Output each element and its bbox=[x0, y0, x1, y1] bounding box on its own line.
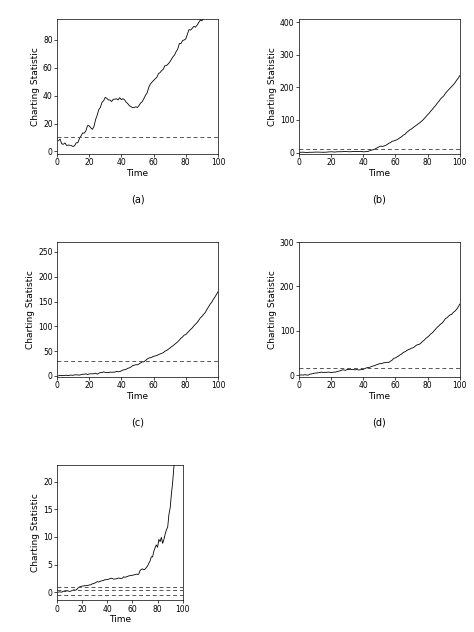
Y-axis label: Charting Statistic: Charting Statistic bbox=[31, 47, 40, 126]
X-axis label: Time: Time bbox=[368, 392, 390, 401]
X-axis label: Time: Time bbox=[127, 392, 148, 401]
Y-axis label: Charting Statistic: Charting Statistic bbox=[268, 270, 277, 349]
Y-axis label: Charting Statistic: Charting Statistic bbox=[31, 494, 40, 572]
X-axis label: Time: Time bbox=[368, 169, 390, 178]
Text: (c): (c) bbox=[131, 418, 144, 428]
Text: (b): (b) bbox=[372, 195, 386, 205]
X-axis label: Time: Time bbox=[127, 169, 148, 178]
X-axis label: Time: Time bbox=[109, 615, 131, 624]
Text: (a): (a) bbox=[131, 195, 144, 205]
Y-axis label: Charting Statistic: Charting Statistic bbox=[268, 47, 277, 126]
Text: (d): (d) bbox=[372, 418, 386, 428]
Y-axis label: Charting Statistic: Charting Statistic bbox=[27, 270, 36, 349]
